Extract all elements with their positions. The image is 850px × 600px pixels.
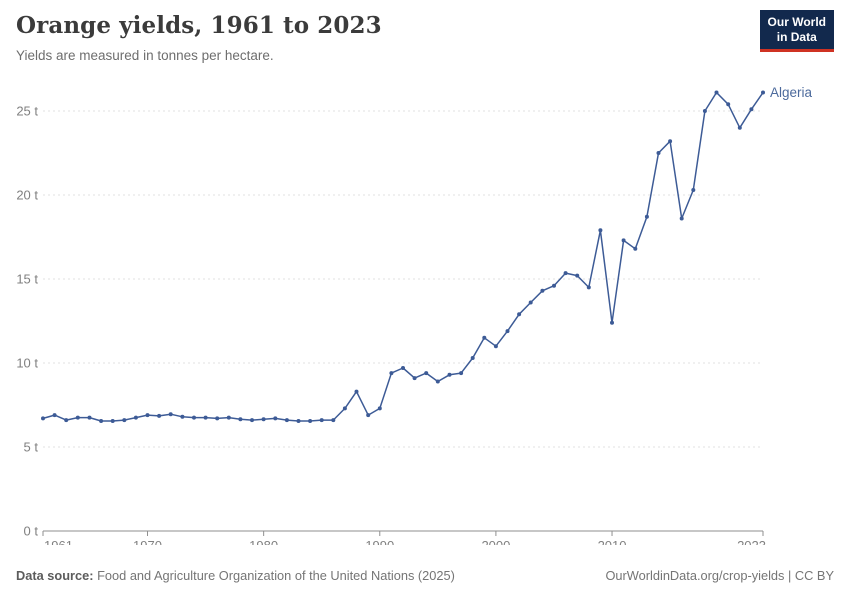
data-point[interactable] [377,406,382,411]
data-point[interactable] [145,413,150,418]
data-point[interactable] [493,344,498,349]
data-point[interactable] [284,418,289,423]
y-tick-label: 25 t [16,104,38,119]
series-label-algeria[interactable]: Algeria [770,85,813,100]
owid-logo-line1: Our World [767,15,826,29]
data-point[interactable] [610,320,614,325]
x-tick-label: 1961 [44,538,73,545]
y-tick-label: 0 t [24,524,39,539]
owid-logo-line2: in Data [776,30,817,44]
data-point[interactable] [459,371,464,376]
data-point[interactable] [319,418,324,423]
data-point[interactable] [644,214,649,219]
data-point[interactable] [122,418,127,423]
data-point[interactable] [586,285,591,290]
data-point[interactable] [203,415,208,420]
data-point[interactable] [470,356,475,360]
x-tick-label: 2023 [737,538,766,545]
data-point[interactable] [250,418,254,423]
data-point[interactable] [110,419,115,423]
x-tick-label: 1970 [133,538,162,545]
data-source: Data source: Food and Agriculture Organi… [16,568,455,583]
chart-footer: Data source: Food and Agriculture Organi… [16,568,834,583]
data-point[interactable] [656,151,661,155]
data-point[interactable] [215,416,220,421]
data-point[interactable] [401,366,405,370]
data-point[interactable] [737,125,742,130]
data-point[interactable] [575,273,580,278]
credit-link[interactable]: OurWorldinData.org/crop-yields | CC BY [605,568,834,583]
data-point[interactable] [296,419,301,423]
data-point[interactable] [435,379,440,384]
data-point[interactable] [180,414,185,419]
data-point[interactable] [668,139,673,144]
data-point[interactable] [517,312,522,317]
data-point[interactable] [133,415,138,420]
data-point[interactable] [702,109,707,113]
data-point[interactable] [342,406,347,411]
x-tick-label: 1980 [249,538,278,545]
owid-logo[interactable]: Our World in Data [759,10,834,52]
y-tick-label: 10 t [16,356,38,371]
x-tick-label: 2010 [598,538,627,545]
data-point[interactable] [308,419,313,423]
y-tick-label: 5 t [24,440,39,455]
data-point[interactable] [354,389,359,394]
data-point[interactable] [424,371,429,376]
data-point[interactable] [761,90,765,95]
data-point[interactable] [226,415,231,420]
data-point[interactable] [679,216,684,221]
x-tick-label: 1990 [365,538,394,545]
data-point[interactable] [41,416,45,421]
data-point[interactable] [552,283,556,288]
data-point[interactable] [99,419,104,423]
data-point[interactable] [192,415,196,420]
algeria-line[interactable] [42,91,764,422]
data-point[interactable] [633,246,638,251]
data-point[interactable] [273,416,278,421]
page-title: Orange yields, 1961 to 2023 [16,12,382,39]
data-point[interactable] [331,418,336,423]
data-point[interactable] [87,415,92,420]
y-tick-label: 20 t [16,188,38,203]
data-point[interactable] [540,288,545,293]
data-point[interactable] [412,376,417,381]
data-point[interactable] [157,413,162,418]
data-point[interactable] [621,238,626,243]
data-source-text: Food and Agriculture Organization of the… [97,568,455,583]
data-point[interactable] [168,412,173,417]
x-tick-label: 2000 [481,538,510,545]
data-point[interactable] [261,417,266,422]
y-tick-label: 15 t [16,272,38,287]
data-point[interactable] [52,413,57,418]
data-point[interactable] [726,102,731,107]
data-point[interactable] [714,90,719,95]
data-point[interactable] [75,415,80,420]
data-point[interactable] [482,335,487,340]
data-point[interactable] [238,417,243,422]
data-source-label: Data source: [16,568,94,583]
data-point[interactable] [505,329,510,334]
data-point[interactable] [366,413,371,418]
data-point[interactable] [598,228,603,233]
data-point[interactable] [528,300,533,305]
data-point[interactable] [749,107,754,112]
data-point[interactable] [447,372,452,377]
chart-subtitle: Yields are measured in tonnes per hectar… [16,48,274,63]
yield-line-chart[interactable]: 0 t 5 t 10 t 15 t 20 t 25 t 1961 1970 1980 1990 20… [0,85,850,545]
data-point[interactable] [389,371,394,376]
data-point[interactable] [64,418,69,423]
data-point[interactable] [691,188,696,192]
data-point[interactable] [563,271,568,276]
